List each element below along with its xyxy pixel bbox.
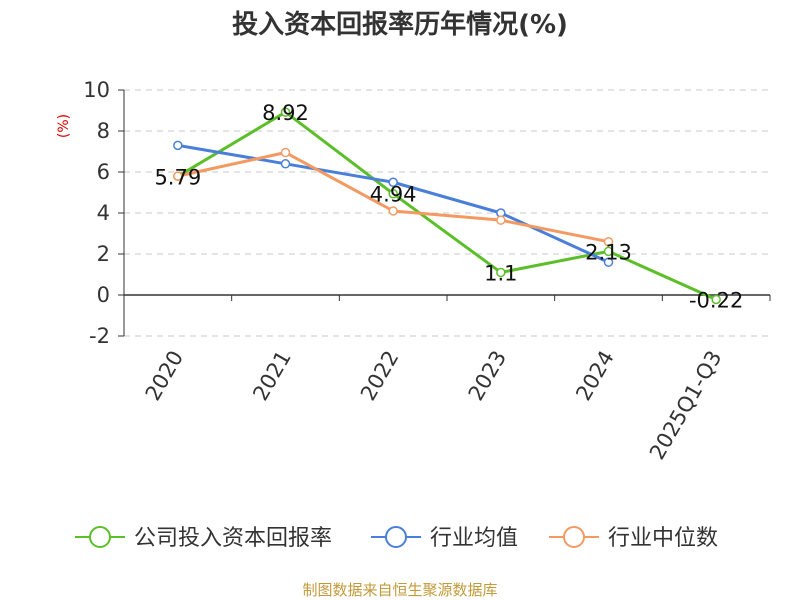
- legend-label-1[interactable]: 行业均值: [430, 526, 518, 551]
- y-tick-label: -2: [89, 324, 110, 348]
- y-tick-label: 8: [97, 119, 110, 143]
- axes: -2 0 2 4 6 8 10 2020 2021 2022 2023 2024 2025Q1-Q3: [83, 78, 771, 464]
- x-tick-label: 2020: [141, 347, 189, 405]
- data-point[interactable]: [388, 206, 398, 216]
- legend-label-0[interactable]: 公司投入资本回报率: [134, 526, 332, 551]
- legend[interactable]: 公司投入资本回报率 行业均值 行业中位数: [75, 526, 718, 551]
- legend-label-2[interactable]: 行业中位数: [608, 526, 718, 551]
- data-label: 4.94: [370, 183, 417, 207]
- data-point[interactable]: [496, 267, 506, 278]
- y-tick-label: 4: [97, 201, 110, 225]
- source-note: 制图数据来自恒生聚源数据库: [302, 581, 497, 599]
- data-point[interactable]: [280, 107, 291, 117]
- x-tick-label: 2021: [248, 347, 296, 405]
- chart-title: 投入资本回报率历年情况(%): [232, 9, 568, 40]
- data-point[interactable]: [603, 246, 614, 257]
- series-line-0: [177, 110, 717, 301]
- y-tick-label: 10: [83, 78, 110, 102]
- data-point[interactable]: [603, 257, 614, 267]
- data-point[interactable]: [603, 236, 614, 247]
- data-point[interactable]: [496, 215, 506, 225]
- legend-marker-0[interactable]: [89, 526, 111, 548]
- y-tick-label: 0: [97, 283, 110, 307]
- data-point[interactable]: [711, 294, 721, 305]
- data-labels: 5.79 8.92 4.94 1.1 2.13 -0.22: [154, 101, 743, 312]
- grid-lines: [124, 89, 770, 337]
- y-axis-label: (%): [56, 114, 72, 138]
- data-label: 8.92: [262, 101, 309, 125]
- data-point[interactable]: [280, 159, 291, 169]
- legend-marker-2[interactable]: [563, 526, 585, 548]
- data-label: -0.22: [689, 289, 743, 313]
- y-tick-label: 6: [97, 160, 110, 184]
- data-point[interactable]: [388, 188, 398, 199]
- x-tick-label: 2024: [571, 347, 619, 405]
- data-point[interactable]: [280, 147, 291, 158]
- data-label: 1.1: [484, 261, 517, 285]
- data-point[interactable]: [388, 177, 398, 187]
- data-label: 2.13: [585, 240, 632, 264]
- x-tick-label: 2022: [356, 347, 404, 405]
- x-tick-label: 2025Q1-Q3: [645, 347, 727, 464]
- y-tick-label: 2: [97, 242, 110, 266]
- series-group: [173, 107, 721, 305]
- data-point[interactable]: [173, 140, 183, 151]
- legend-marker-1[interactable]: [385, 526, 407, 548]
- x-tick-label: 2023: [464, 347, 512, 405]
- data-point[interactable]: [173, 171, 183, 181]
- data-label: 5.79: [154, 165, 201, 189]
